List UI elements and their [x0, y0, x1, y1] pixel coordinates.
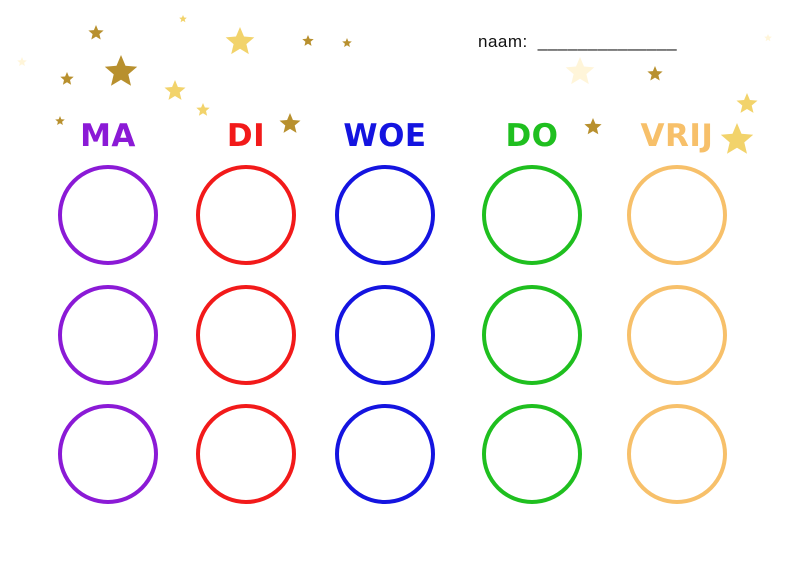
- tracker-circle[interactable]: [58, 404, 158, 504]
- tracker-circle[interactable]: [196, 404, 296, 504]
- star-icon: [179, 15, 187, 23]
- star-icon: [279, 113, 301, 133]
- tracker-circle[interactable]: [627, 285, 727, 385]
- star-icon: [104, 55, 138, 86]
- tracker-circle[interactable]: [335, 404, 435, 504]
- star-icon: [196, 103, 210, 116]
- star-icon: [55, 116, 65, 125]
- tracker-circle[interactable]: [627, 404, 727, 504]
- star-icon: [225, 27, 255, 55]
- name-label: naam:: [478, 32, 528, 51]
- star-icon: [764, 34, 772, 42]
- star-icon: [342, 38, 352, 47]
- day-label-woe: WOE: [343, 118, 427, 154]
- tracker-circle[interactable]: [482, 165, 582, 265]
- name-line[interactable]: ______________: [537, 32, 678, 51]
- day-label-di: DI: [226, 118, 266, 154]
- day-label-ma: MA: [80, 118, 136, 154]
- star-icon: [60, 72, 74, 85]
- star-icon: [584, 118, 602, 135]
- star-icon: [164, 80, 186, 100]
- tracker-circle[interactable]: [335, 165, 435, 265]
- star-icon: [565, 57, 595, 85]
- star-icon: [302, 35, 314, 46]
- tracker-circle[interactable]: [482, 285, 582, 385]
- tracker-circle[interactable]: [482, 404, 582, 504]
- tracker-circle[interactable]: [196, 165, 296, 265]
- tracker-circle[interactable]: [58, 165, 158, 265]
- name-field[interactable]: naam: ______________: [478, 32, 677, 52]
- tracker-circle[interactable]: [627, 165, 727, 265]
- star-icon: [736, 93, 758, 113]
- star-icon: [647, 66, 663, 81]
- tracker-circle[interactable]: [196, 285, 296, 385]
- tracker-circle[interactable]: [58, 285, 158, 385]
- tracker-circle[interactable]: [335, 285, 435, 385]
- star-icon: [17, 57, 27, 66]
- day-label-vrij: VRIJ: [640, 118, 714, 154]
- star-icon: [720, 123, 754, 154]
- star-icon: [88, 25, 104, 40]
- day-label-do: DO: [505, 118, 559, 154]
